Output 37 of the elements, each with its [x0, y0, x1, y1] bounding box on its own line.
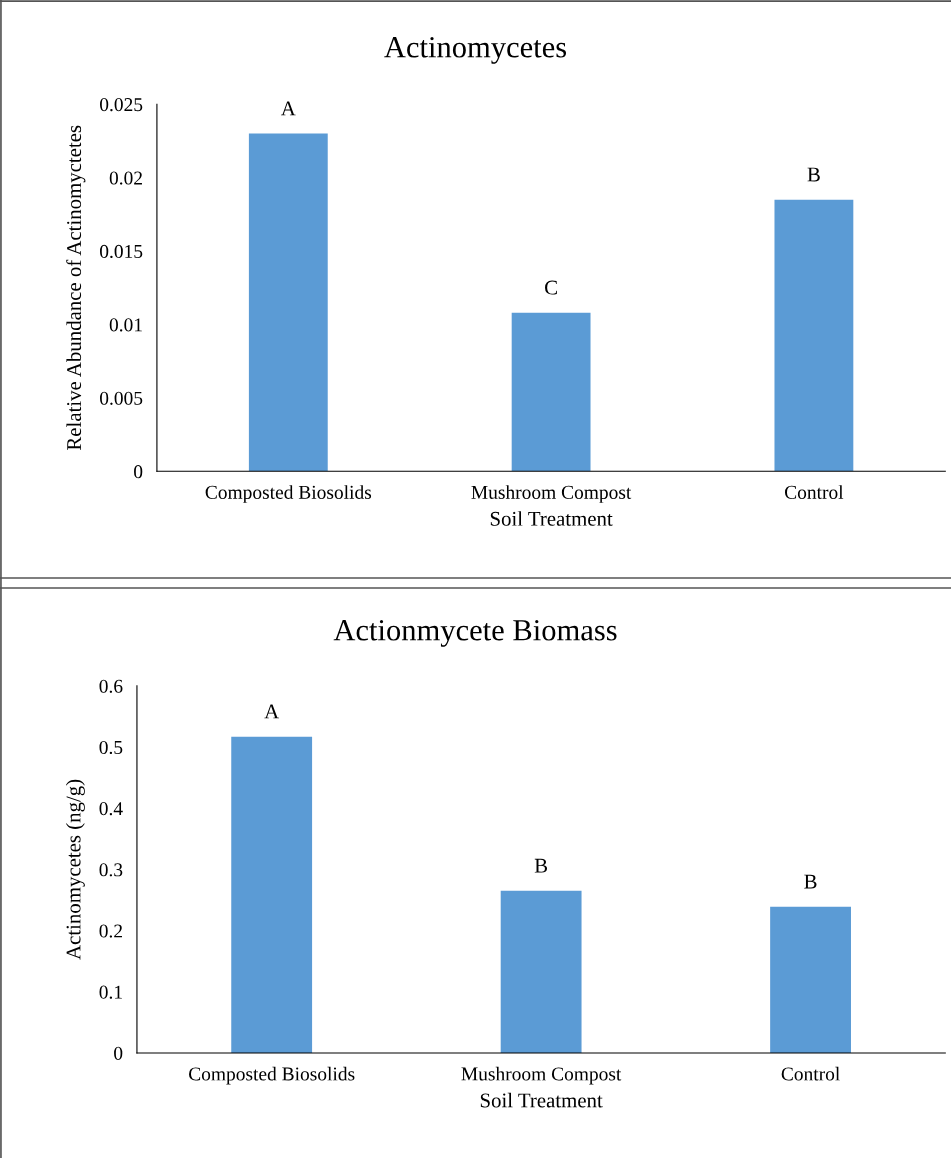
y-tick-label: 0.6 — [99, 679, 123, 693]
y-tick-label: 0.2 — [99, 924, 122, 938]
annotation: B — [804, 874, 817, 889]
x-tick-label: Control — [784, 485, 844, 499]
annotation: A — [280, 101, 296, 116]
x-tick-label: Mushroom Compost — [471, 485, 632, 503]
bar — [500, 890, 582, 1053]
chart-title: Actionmycete Biomass — [333, 620, 617, 647]
bar — [231, 736, 313, 1053]
bar — [248, 133, 328, 472]
y-tick-label: 0.015 — [100, 244, 143, 259]
bar — [774, 199, 854, 472]
y-axis-title: Relative Abundance of Actinomyctetes — [66, 125, 86, 451]
y-tick-label: 0.5 — [99, 740, 123, 755]
annotation: B — [807, 167, 820, 182]
y-tick-label: 0.01 — [109, 318, 142, 332]
y-tick-label: 0.4 — [99, 802, 123, 816]
x-tick-label: Composted Biosolids — [189, 1066, 355, 1085]
x-axis-title: Soil Treatment — [480, 1092, 603, 1108]
bar — [511, 312, 591, 472]
annotation: B — [534, 858, 548, 873]
x-axis-title: Soil Treatment — [490, 511, 613, 526]
y-tick-label: 0 — [134, 465, 143, 479]
y-tick-label: 0.005 — [100, 391, 143, 405]
annotation: C — [545, 280, 557, 295]
chart-title: Actinomycetes — [384, 37, 567, 64]
y-tick-label: 0.02 — [109, 171, 142, 185]
annotation: A — [264, 704, 280, 719]
x-tick-label: Control — [781, 1066, 840, 1081]
bar — [770, 906, 851, 1053]
x-tick-label: Composted Biosolids — [205, 485, 372, 503]
y-tick-label: 0.025 — [100, 98, 143, 112]
y-tick-label: 0 — [114, 1046, 123, 1060]
y-tick-label: 0.1 — [99, 985, 122, 999]
y-tick-label: 0.3 — [99, 863, 123, 877]
x-tick-label: Mushroom Compost — [461, 1066, 622, 1085]
y-axis-title: Actinomycetes (ng/g) — [65, 779, 85, 960]
